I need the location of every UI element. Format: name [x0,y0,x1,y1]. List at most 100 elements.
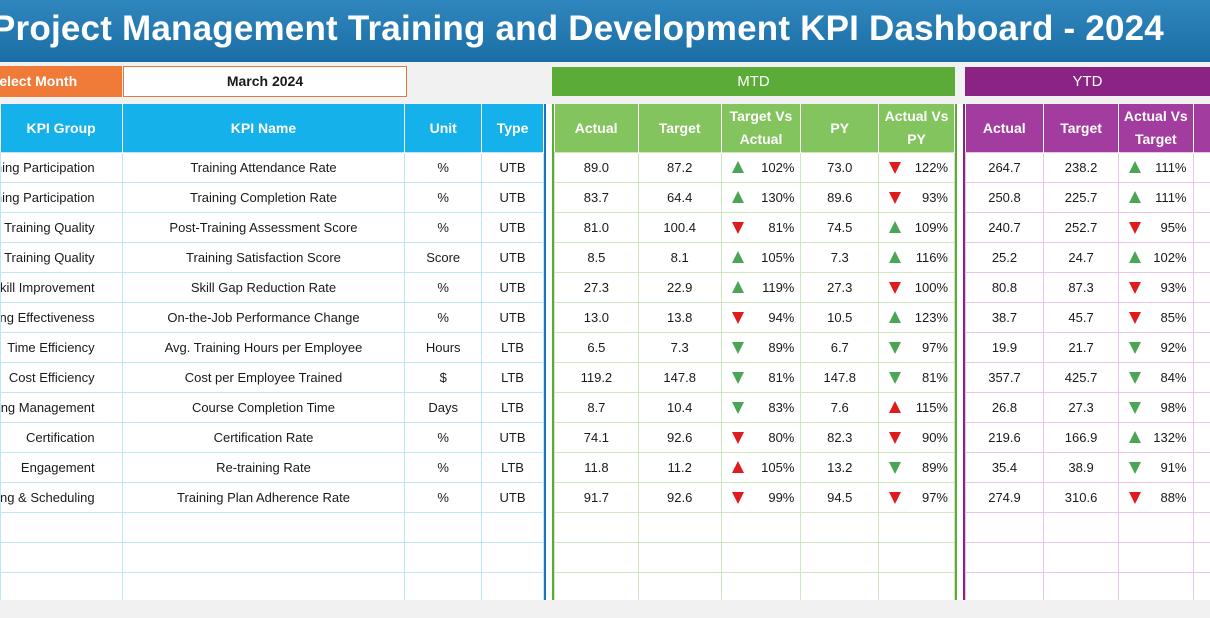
mtd-actual-vs-py-cell: 116% [878,242,955,273]
kpi-group-text: Training Quality [4,220,95,235]
type-cell: UTB [481,212,544,243]
ytd-extra-cell [1192,332,1210,363]
percent-value: 84% [1160,370,1187,385]
percent-value: 100% [914,280,948,295]
kpi-info-table: KPI Group KPI Name Unit Type Training Pa… [0,104,544,600]
unit-cell: % [404,422,483,453]
kpi-info-panel: KPI Group KPI Name Unit Type Training Pa… [0,104,546,600]
arrow-down-icon [1129,402,1142,414]
ytd-target-cell: 166.9 [1042,422,1120,453]
mtd-row: 11.8 11.2 105% 13.2 89% [554,452,955,483]
percent-value: 80% [768,430,795,445]
ytd-extra-cell [1192,182,1210,213]
ytd-actual-cell: 240.7 [965,212,1044,243]
ytd-extra-cell [1192,422,1210,453]
kpi-name-cell: Certification Rate [121,422,406,453]
kpi-group-cell: Training Participation [0,182,123,213]
mtd-target-vs-actual-cell: 105% [720,452,802,483]
dashboard-title-bar: Project Management Training and Developm… [0,0,1210,62]
header-mtd-py: PY [800,104,880,153]
kpi-name-cell [121,512,406,543]
mtd-target-vs-actual-cell: 99% [720,482,802,513]
header-type: Type [481,104,544,153]
kpi-group-cell: Cost Efficiency [0,362,123,393]
ytd-extra-cell [1192,542,1210,573]
mtd-py-cell: 13.2 [800,452,880,483]
mtd-actual-vs-py-cell: 90% [878,422,955,453]
mtd-py-cell: 27.3 [800,272,880,303]
percent-value: 132% [1153,430,1187,445]
kpi-group-cell: Learning Management [0,392,123,423]
mtd-py-cell: 6.7 [800,332,880,363]
percent-value: 111% [1155,190,1187,205]
mtd-actual-cell: 83.7 [554,182,639,213]
header-ytd-extra [1193,104,1210,153]
percent-value: 88% [1160,490,1187,505]
kpi-group-cell: Training Quality [0,242,123,273]
type-cell: UTB [481,152,544,183]
mtd-py-cell: 7.3 [800,242,880,273]
mtd-target-cell: 10.4 [637,392,722,423]
ytd-row: 357.7 425.7 84% [965,362,1210,393]
ytd-target-cell: 238.2 [1042,152,1120,183]
ytd-extra-cell [1192,272,1210,303]
ytd-extra-cell [1192,512,1210,543]
mtd-row: 81.0 100.4 81% 74.5 109% [554,212,955,243]
ytd-actual-cell: 80.8 [965,272,1044,303]
ytd-actual-cell: 35.4 [965,452,1044,483]
mtd-target-vs-actual-cell [720,542,802,573]
kpi-name-cell: Avg. Training Hours per Employee [121,332,406,363]
ytd-row: 19.9 21.7 92% [965,332,1210,363]
mtd-actual-cell: 74.1 [554,422,639,453]
ytd-extra-cell [1192,362,1210,393]
unit-cell: Hours [404,332,483,363]
ytd-target-cell: 38.9 [1042,452,1120,483]
arrow-down-icon [889,432,902,444]
percent-value: 102% [1153,250,1187,265]
mtd-target-vs-actual-cell: 105% [720,242,802,273]
ytd-actual-cell: 219.6 [965,422,1044,453]
mtd-actual-cell: 81.0 [554,212,639,243]
ytd-table: Actual Target Actual Vs Target 264.7 238.… [965,104,1210,600]
arrow-down-icon [889,492,902,504]
mtd-target-cell: 64.4 [637,182,722,213]
mtd-target-vs-actual-cell: 83% [720,392,802,423]
kpi-name-cell: Training Satisfaction Score [121,242,406,273]
ytd-extra-cell [1192,452,1210,483]
arrow-up-icon [889,401,902,413]
ytd-row: 38.7 45.7 85% [965,302,1210,333]
mtd-actual-cell: 89.0 [554,152,639,183]
unit-cell: % [404,152,483,183]
percent-value: 93% [921,190,948,205]
ytd-actual-vs-target-cell: 111% [1118,152,1194,183]
mtd-py-cell: 74.5 [800,212,880,243]
percent-value: 93% [1160,280,1187,295]
ytd-row [965,572,1210,600]
kpi-group-cell [0,542,123,573]
ytd-row: 219.6 166.9 132% [965,422,1210,453]
month-dropdown[interactable]: March 2024 [123,66,407,97]
mtd-target-cell: 11.2 [637,452,722,483]
type-cell: UTB [481,272,544,303]
percent-value: 109% [914,220,948,235]
ytd-extra-cell [1192,212,1210,243]
kpi-name-cell: Post-Training Assessment Score [121,212,406,243]
ytd-target-cell: 252.7 [1042,212,1120,243]
ytd-row: 250.8 225.7 111% [965,182,1210,213]
ytd-extra-cell [1192,302,1210,333]
mtd-row: 8.7 10.4 83% 7.6 115% [554,392,955,423]
mtd-py-cell [800,512,880,543]
kpi-row: Learning Management Course Completion Tim… [0,392,544,423]
type-cell: UTB [481,482,544,513]
mtd-actual-vs-py-cell [878,572,955,600]
mtd-actual-vs-py-cell: 97% [878,482,955,513]
unit-cell [404,572,483,600]
ytd-actual-vs-target-cell: 102% [1118,242,1194,273]
percent-value: 85% [1160,310,1187,325]
ytd-row: 264.7 238.2 111% [965,152,1210,183]
mtd-actual-cell: 8.5 [554,242,639,273]
ytd-actual-cell: 26.8 [965,392,1044,423]
kpi-group-cell [0,512,123,543]
arrow-down-icon [1129,462,1142,474]
ytd-target-cell [1042,542,1120,573]
